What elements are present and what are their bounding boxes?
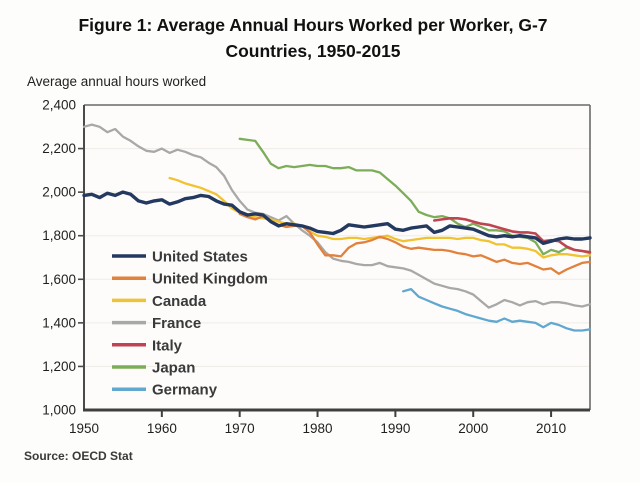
line-france: [82, 123, 592, 309]
x-axis-tick-label: 1960: [147, 421, 177, 436]
x-axis-tick-label: 1950: [69, 421, 99, 436]
x-axis-tick-label: 2010: [536, 421, 566, 436]
line-united-states: [82, 190, 592, 246]
x-axis-tick-label: 1980: [303, 421, 333, 436]
chart-title-line1: Figure 1: Average Annual Hours Worked pe…: [78, 15, 548, 35]
source-note: Source: OECD Stat: [24, 449, 133, 463]
legend-label-united-states: United States: [152, 249, 248, 266]
y-axis-title: Average annual hours worked: [27, 74, 207, 89]
chart-title: Figure 1: Average Annual Hours Worked pe…: [0, 12, 626, 64]
plot-area: [84, 105, 590, 410]
y-axis-tick-label: 2,200: [42, 141, 76, 156]
y-axis-tick-label: 1,200: [42, 359, 76, 374]
line-italy: [432, 217, 592, 254]
legend-label-france: France: [152, 315, 201, 332]
line-japan: [238, 137, 592, 256]
y-axis-tick-label: 1,400: [42, 315, 76, 330]
x-axis-tick-label: 2000: [458, 421, 488, 436]
y-axis-tick-label: 1,800: [42, 228, 76, 243]
legend-label-canada: Canada: [152, 293, 207, 310]
y-axis-tick-label: 2,400: [42, 98, 76, 113]
y-axis-tick-label: 1,600: [42, 272, 76, 287]
legend-label-germany: Germany: [152, 382, 218, 399]
y-axis-tick-label: 2,000: [42, 185, 76, 200]
y-axis-tick-label: 1,000: [42, 403, 76, 418]
x-axis-tick-label: 1970: [225, 421, 255, 436]
x-axis-tick-label: 1990: [380, 421, 410, 436]
legend-label-japan: Japan: [152, 360, 195, 377]
chart-title-line2: Countries, 1950-2015: [225, 41, 401, 61]
legend-label-united-kingdom: United Kingdom: [152, 271, 268, 288]
legend-label-italy: Italy: [152, 337, 183, 354]
line-germany: [402, 287, 592, 332]
